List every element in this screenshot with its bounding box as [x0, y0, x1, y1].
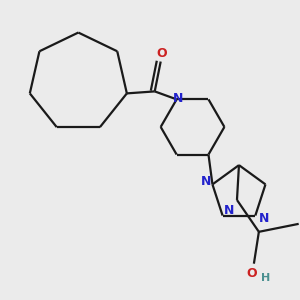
Text: N: N: [224, 204, 235, 217]
Text: N: N: [201, 175, 212, 188]
Text: O: O: [156, 47, 167, 60]
Text: N: N: [172, 92, 183, 105]
Text: O: O: [247, 267, 257, 280]
Text: N: N: [259, 212, 269, 225]
Text: H: H: [261, 273, 271, 283]
